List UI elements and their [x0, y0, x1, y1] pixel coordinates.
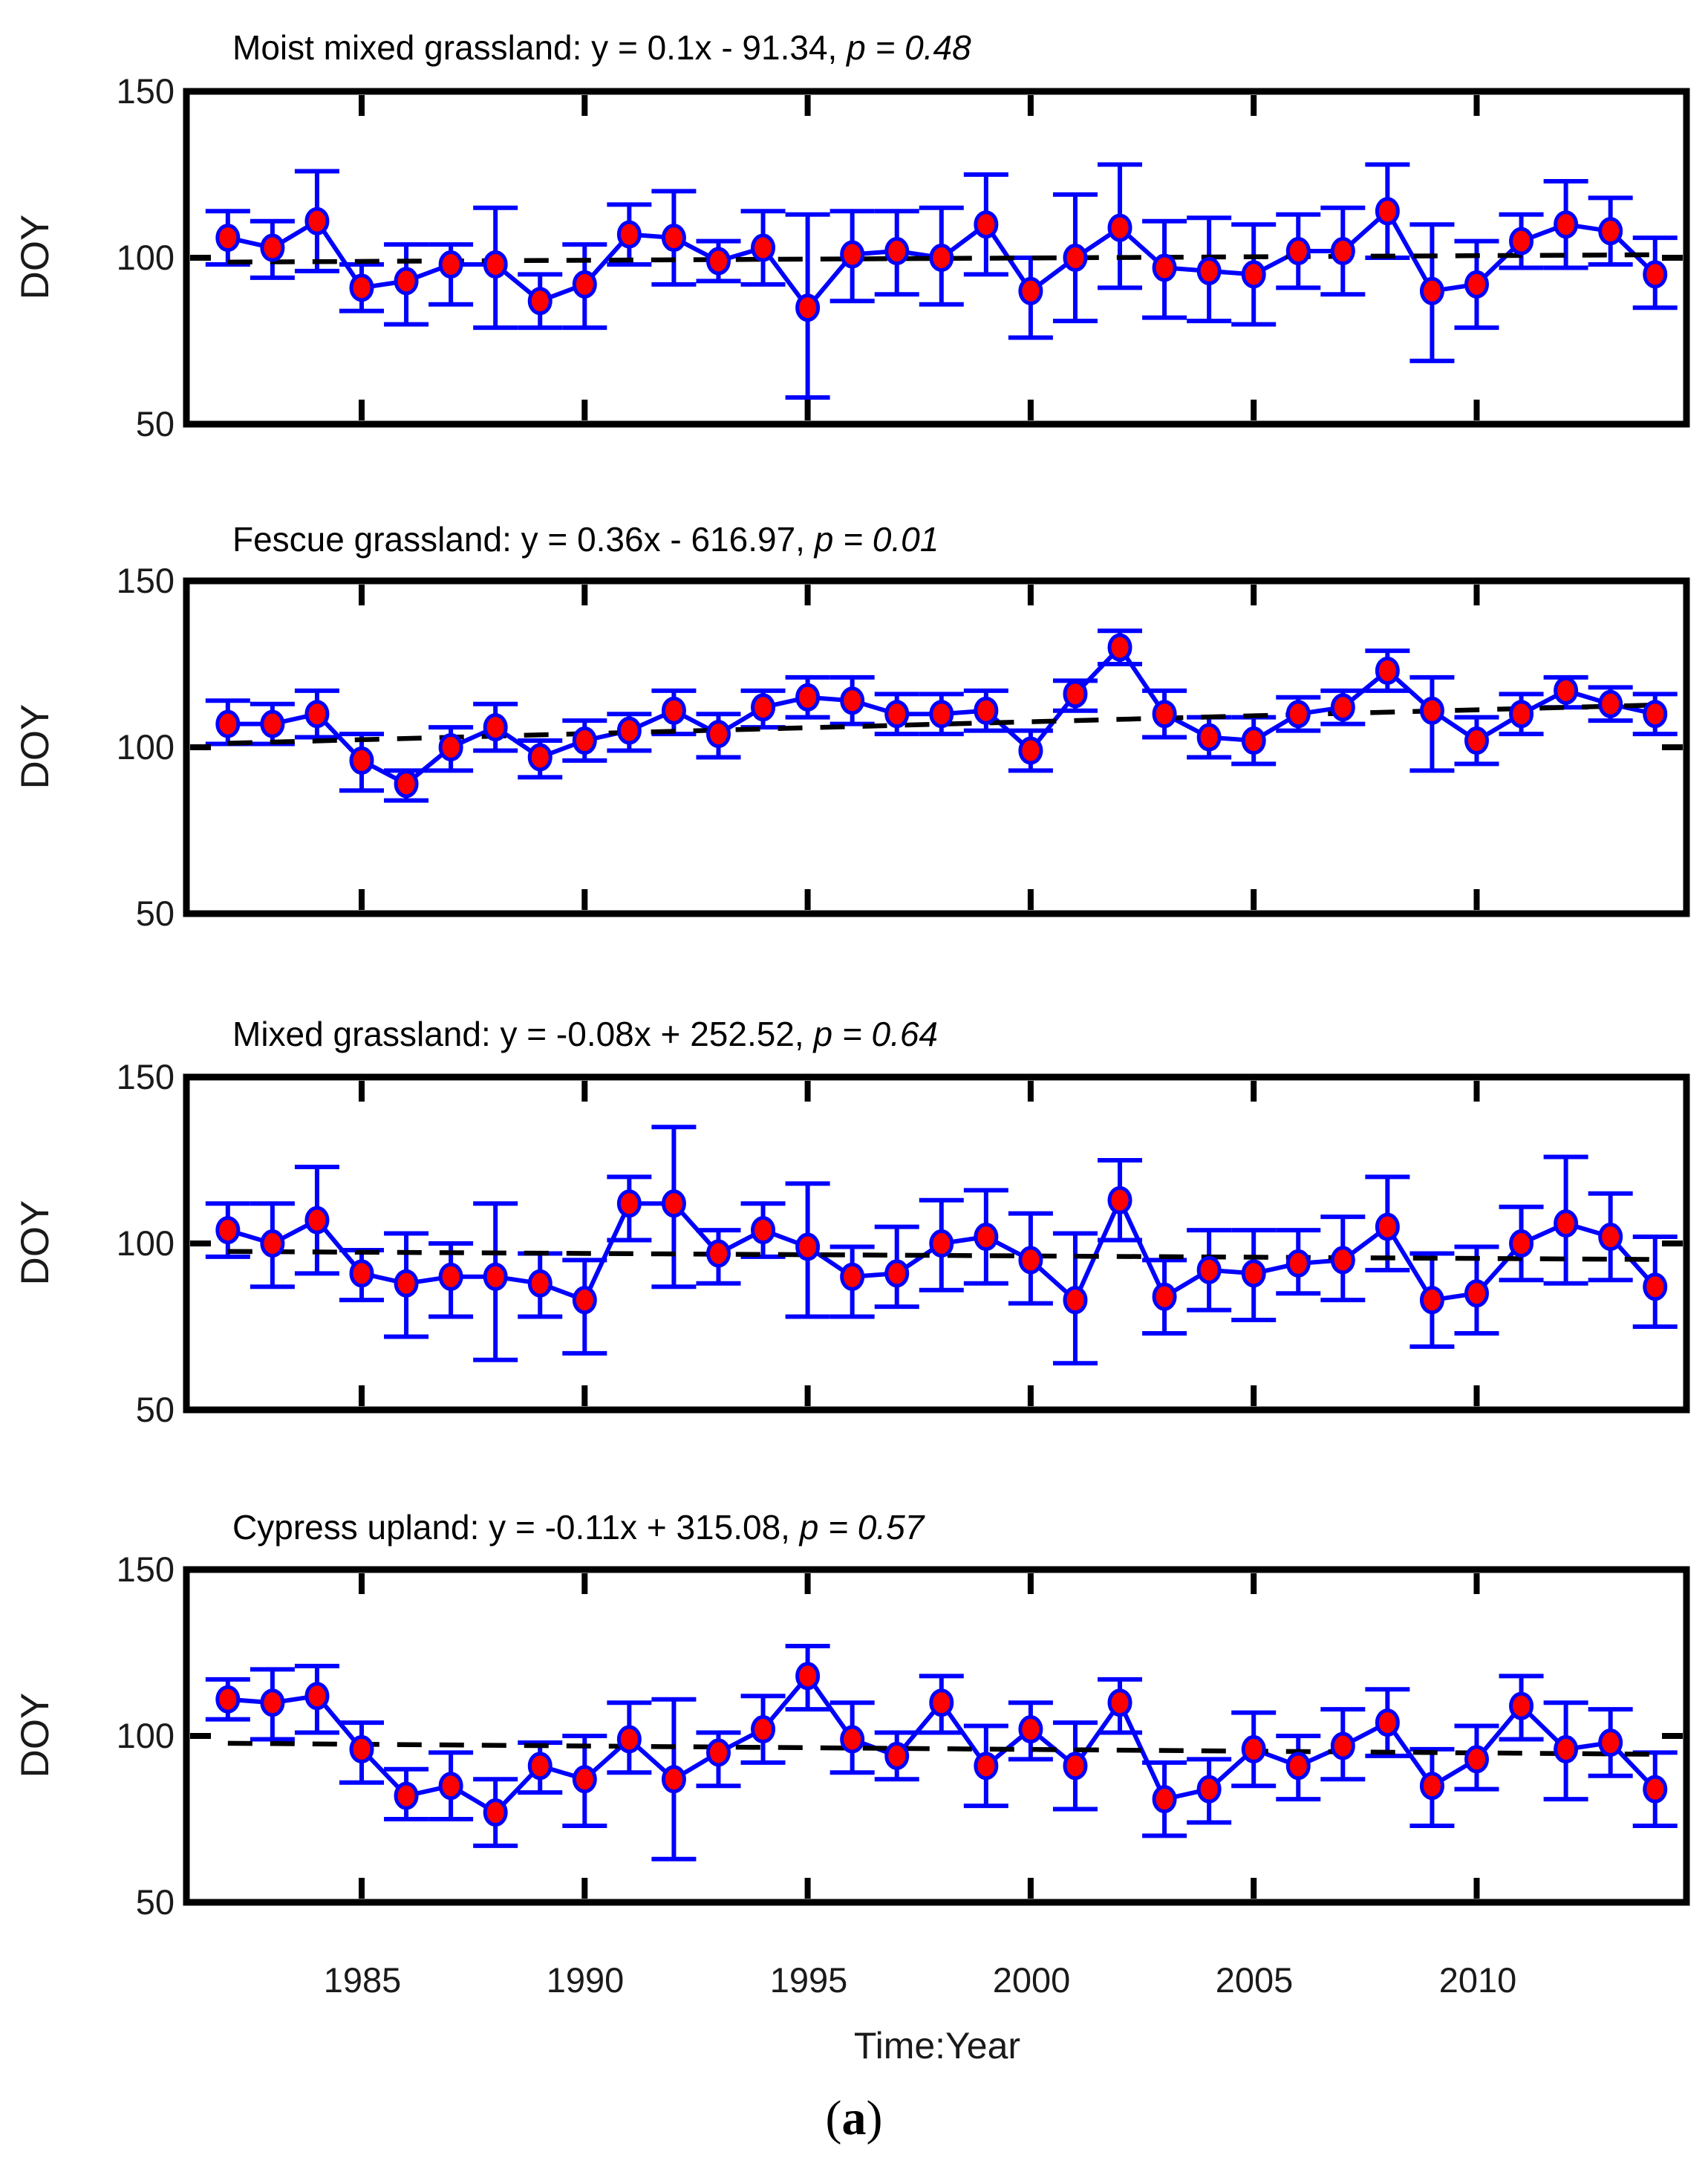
x-tick-1995: 1995 — [769, 1960, 848, 2000]
y-axis-label-1: DOY — [13, 214, 57, 300]
subplot-1-title: Moist mixed grassland: y = 0.1x - 91.34,… — [232, 28, 971, 67]
subplot-3-marks — [183, 1073, 1690, 1414]
subplot-4-title-text: Cypress upland: y = -0.11x + 315.08, — [232, 1508, 800, 1547]
subplot-2-marks — [183, 577, 1690, 917]
y-tick-4-50: 50 — [135, 1882, 175, 1922]
x-tick-2000: 2000 — [992, 1960, 1071, 2000]
y-tick-2-100: 100 — [116, 727, 175, 767]
caption-letter: a — [841, 2091, 867, 2145]
subplot-2-title-text: Fescue grassland: y = 0.36x - 616.97, — [232, 520, 815, 559]
subplot-3-title: Mixed grassland: y = -0.08x + 252.52, p … — [232, 1015, 938, 1053]
y-axis-label-2: DOY — [13, 703, 57, 790]
y-tick-1-50: 50 — [135, 404, 175, 443]
y-axis-label-3: DOY — [13, 1200, 57, 1286]
subplot-1-marks — [183, 88, 1690, 428]
x-tick-2010: 2010 — [1438, 1960, 1517, 2000]
y-tick-3-100: 100 — [116, 1223, 175, 1263]
subplot-4-title-pvalue: p = 0.57 — [799, 1508, 925, 1547]
x-tick-1990: 1990 — [546, 1960, 625, 2000]
y-tick-2-150: 150 — [116, 561, 175, 600]
x-tick-2005: 2005 — [1215, 1960, 1294, 2000]
y-tick-3-150: 150 — [116, 1057, 175, 1096]
x-tick-1985: 1985 — [323, 1960, 402, 2000]
subplot-1-title-pvalue: p = 0.48 — [847, 28, 971, 67]
subplot-3-title-text: Mixed grassland: y = -0.08x + 252.52, — [232, 1015, 814, 1053]
x-axis-label: Time:Year — [853, 2025, 1021, 2066]
caption-paren-close: ) — [866, 2091, 883, 2145]
subplot-4-title: Cypress upland: y = -0.11x + 315.08, p =… — [232, 1508, 924, 1547]
y-tick-1-100: 100 — [116, 238, 175, 277]
subplot-2-title-pvalue: p = 0.01 — [814, 520, 939, 559]
subplot-4-marks — [183, 1566, 1690, 1906]
y-tick-1-150: 150 — [116, 71, 175, 111]
y-axis-label-4: DOY — [13, 1692, 57, 1778]
y-tick-4-100: 100 — [116, 1716, 175, 1755]
y-tick-2-50: 50 — [135, 894, 175, 933]
figure-caption: (a) — [724, 2089, 984, 2148]
caption-paren-open: ( — [825, 2091, 842, 2145]
subplot-3-title-pvalue: p = 0.64 — [813, 1015, 938, 1053]
subplot-1-title-text: Moist mixed grassland: y = 0.1x - 91.34, — [232, 28, 847, 67]
subplot-2-title: Fescue grassland: y = 0.36x - 616.97, p … — [232, 520, 939, 559]
y-tick-3-50: 50 — [135, 1390, 175, 1429]
y-tick-4-150: 150 — [116, 1549, 175, 1589]
